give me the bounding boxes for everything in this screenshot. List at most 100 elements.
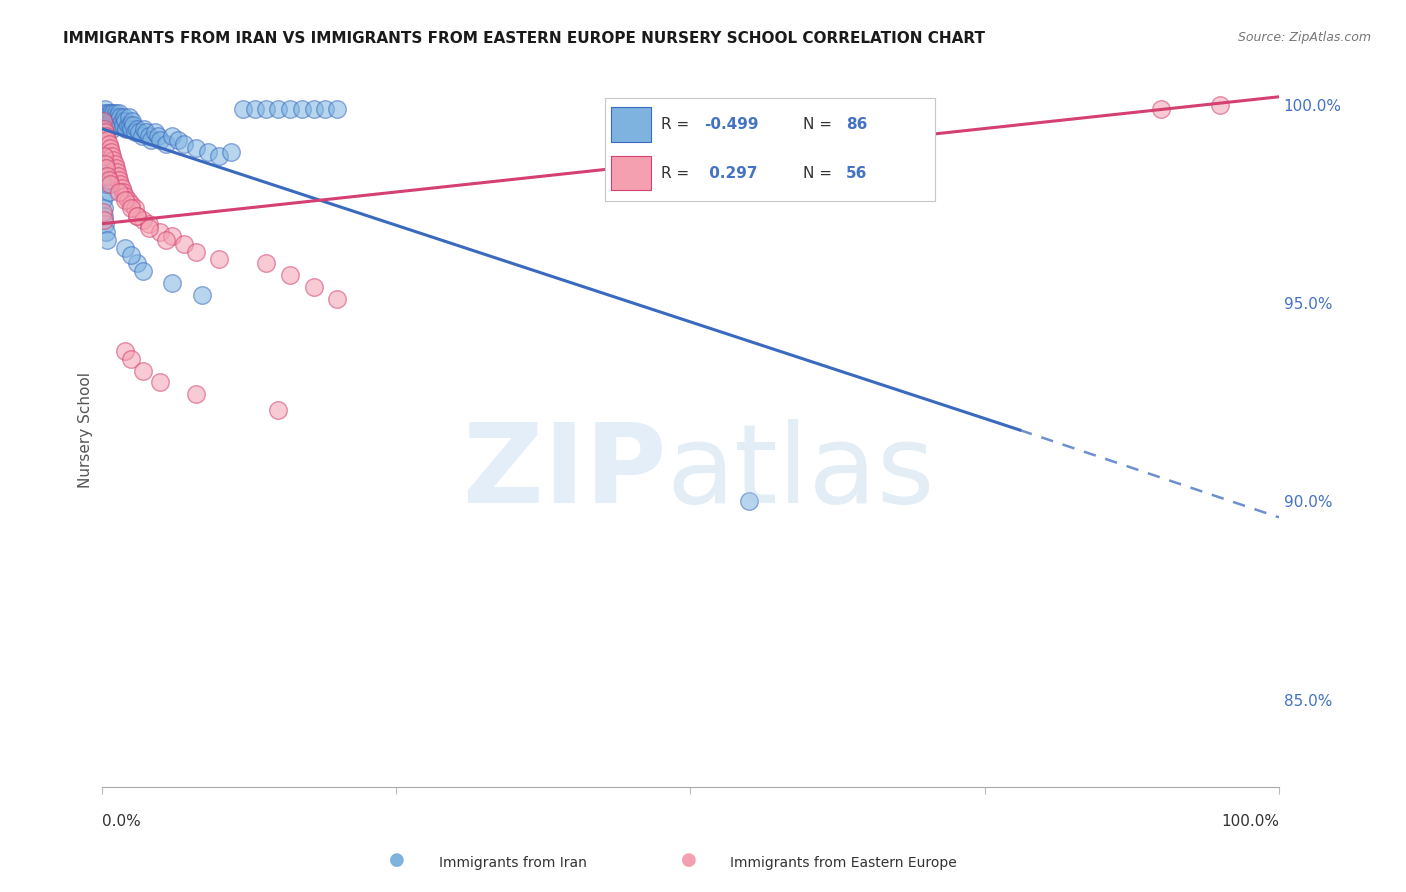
Text: atlas: atlas bbox=[666, 419, 935, 526]
Point bbox=[94, 110, 117, 124]
Point bbox=[100, 113, 122, 128]
Point bbox=[190, 288, 212, 302]
Point bbox=[108, 118, 131, 132]
Point bbox=[125, 256, 148, 270]
Point bbox=[98, 141, 121, 155]
Point bbox=[97, 105, 120, 120]
Point bbox=[121, 113, 143, 128]
Point bbox=[138, 220, 160, 235]
Point bbox=[131, 129, 153, 144]
Point bbox=[149, 133, 172, 147]
Point bbox=[91, 145, 114, 160]
Point bbox=[108, 173, 131, 187]
Point bbox=[93, 209, 115, 223]
Point bbox=[114, 113, 136, 128]
Point bbox=[132, 264, 155, 278]
Point bbox=[149, 225, 172, 239]
Point bbox=[124, 201, 146, 215]
Point bbox=[100, 105, 122, 120]
Point bbox=[96, 177, 118, 191]
Text: 86: 86 bbox=[846, 117, 868, 132]
Point bbox=[120, 121, 142, 136]
Point bbox=[96, 169, 118, 183]
Point bbox=[98, 118, 121, 132]
Point bbox=[314, 102, 336, 116]
Point bbox=[155, 233, 177, 247]
Point bbox=[1209, 97, 1232, 112]
Point bbox=[208, 149, 231, 163]
Text: ZIP: ZIP bbox=[464, 419, 666, 526]
Point bbox=[122, 118, 145, 132]
Point bbox=[117, 118, 139, 132]
Point bbox=[120, 248, 142, 262]
Point bbox=[114, 189, 136, 203]
Text: R =: R = bbox=[661, 166, 695, 180]
Point bbox=[162, 228, 184, 243]
Point bbox=[146, 129, 169, 144]
Point bbox=[112, 110, 135, 124]
Point bbox=[118, 110, 141, 124]
Point bbox=[184, 387, 207, 401]
Point bbox=[93, 113, 115, 128]
Point bbox=[125, 121, 148, 136]
Point bbox=[120, 351, 142, 366]
Point bbox=[267, 102, 290, 116]
Point bbox=[254, 102, 277, 116]
Point bbox=[93, 121, 115, 136]
Text: N =: N = bbox=[803, 117, 837, 132]
Point bbox=[254, 256, 277, 270]
Point bbox=[96, 177, 118, 191]
Point bbox=[117, 193, 139, 207]
Point bbox=[278, 102, 301, 116]
Text: ●: ● bbox=[681, 851, 697, 869]
Point bbox=[149, 376, 172, 390]
Point bbox=[96, 118, 118, 132]
Text: IMMIGRANTS FROM IRAN VS IMMIGRANTS FROM EASTERN EUROPE NURSERY SCHOOL CORRELATIO: IMMIGRANTS FROM IRAN VS IMMIGRANTS FROM … bbox=[63, 31, 986, 46]
Point bbox=[101, 110, 124, 124]
Point bbox=[96, 225, 118, 239]
Point bbox=[162, 277, 184, 291]
Point bbox=[98, 177, 121, 191]
Point bbox=[155, 137, 177, 152]
Point bbox=[105, 165, 128, 179]
Point bbox=[138, 217, 160, 231]
Point bbox=[143, 126, 166, 140]
Text: R =: R = bbox=[661, 117, 695, 132]
Y-axis label: Nursery School: Nursery School bbox=[79, 372, 93, 488]
Point bbox=[94, 157, 117, 171]
Bar bbox=[612, 107, 651, 142]
Point bbox=[97, 173, 120, 187]
Point bbox=[173, 137, 195, 152]
Point bbox=[107, 113, 129, 128]
Point bbox=[101, 149, 124, 163]
Point bbox=[91, 193, 114, 207]
Point bbox=[302, 102, 325, 116]
Point bbox=[100, 145, 122, 160]
Point bbox=[96, 161, 118, 176]
Point bbox=[110, 113, 132, 128]
Point bbox=[114, 343, 136, 358]
Point bbox=[97, 113, 120, 128]
Point bbox=[110, 110, 132, 124]
Point bbox=[91, 105, 114, 120]
Text: 100.0%: 100.0% bbox=[1220, 814, 1279, 830]
Point bbox=[738, 494, 761, 508]
Point bbox=[91, 113, 114, 128]
Text: N =: N = bbox=[803, 166, 837, 180]
Point bbox=[132, 363, 155, 377]
Point bbox=[103, 113, 125, 128]
Point bbox=[107, 169, 129, 183]
Text: Immigrants from Eastern Europe: Immigrants from Eastern Europe bbox=[730, 856, 957, 870]
Point bbox=[184, 141, 207, 155]
Point bbox=[267, 403, 290, 417]
Text: Immigrants from Iran: Immigrants from Iran bbox=[439, 856, 588, 870]
Point bbox=[108, 185, 131, 199]
Point bbox=[103, 153, 125, 168]
Text: Source: ZipAtlas.com: Source: ZipAtlas.com bbox=[1237, 31, 1371, 45]
Point bbox=[91, 204, 114, 219]
Point bbox=[1150, 102, 1173, 116]
Point bbox=[208, 252, 231, 267]
Point bbox=[162, 129, 184, 144]
Point bbox=[96, 110, 118, 124]
Point bbox=[108, 105, 131, 120]
